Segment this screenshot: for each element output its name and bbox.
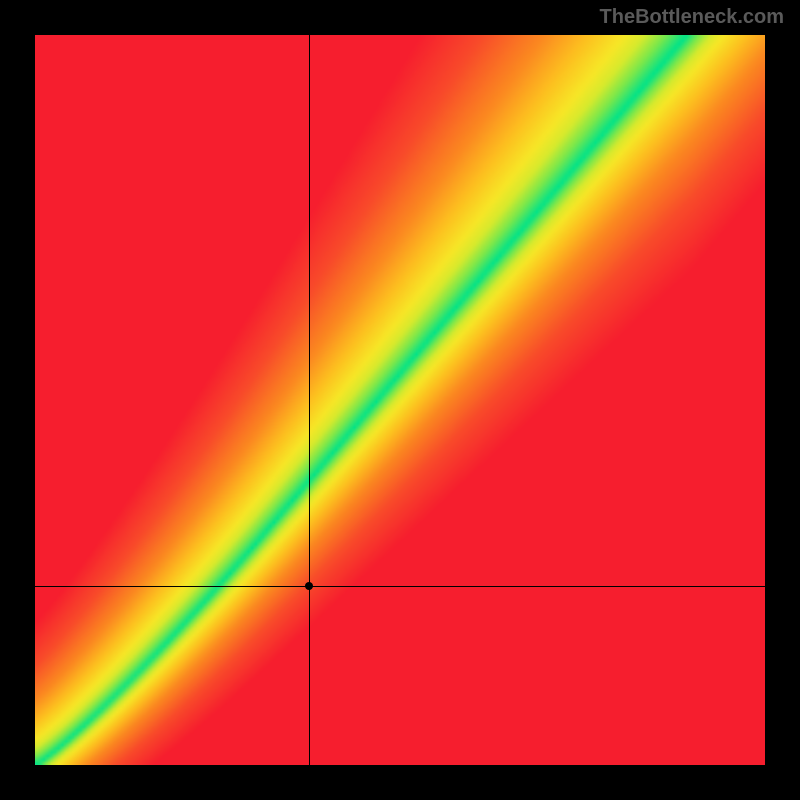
selected-point-marker — [305, 582, 313, 590]
crosshair-horizontal — [35, 586, 765, 587]
crosshair-vertical — [309, 35, 310, 765]
heatmap-plot — [35, 35, 765, 765]
watermark-text: TheBottleneck.com — [600, 6, 784, 29]
heatmap-canvas — [35, 35, 765, 765]
